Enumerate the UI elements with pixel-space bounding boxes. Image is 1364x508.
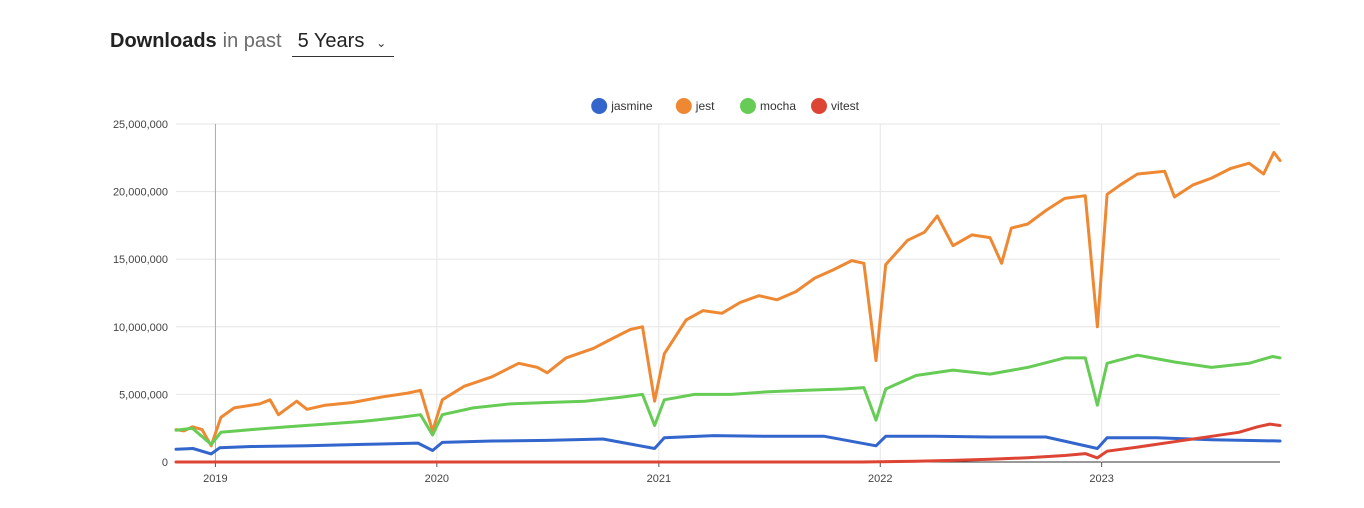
- legend-swatch: [740, 98, 756, 114]
- legend-item-jasmine[interactable]: jasmine: [591, 98, 653, 114]
- chart-grid: [176, 123, 1280, 463]
- y-tick-label: 10,000,000: [113, 322, 168, 334]
- period-select-value: 5 Years: [297, 30, 365, 52]
- chart-series: [174, 150, 1282, 464]
- series-line-jasmine: [174, 434, 1282, 456]
- y-tick-label: 25,000,000: [113, 119, 168, 131]
- downloads-title: Downloads: [110, 30, 217, 52]
- chart-legend: jasmine jest mocha vitest: [591, 98, 860, 114]
- series-line-vitest: [174, 422, 1282, 464]
- x-tick-label: 2020: [425, 473, 449, 485]
- x-tick-label: 2022: [868, 473, 892, 485]
- series-line-jest: [174, 150, 1282, 448]
- legend-label: vitest: [831, 99, 860, 113]
- legend-swatch: [675, 98, 692, 114]
- x-tick-label: 2023: [1089, 473, 1113, 485]
- y-tick-label: 0: [162, 457, 168, 469]
- legend-label: jest: [695, 99, 715, 113]
- legend-item-mocha[interactable]: mocha: [740, 98, 796, 114]
- downloads-header: Downloads in past 5 Years ⌄: [110, 30, 395, 62]
- x-tick-label: 2021: [647, 473, 671, 485]
- series-line-mocha: [174, 353, 1282, 446]
- legend-swatch: [811, 98, 827, 114]
- y-tick-label: 5,000,000: [119, 389, 168, 401]
- y-tick-label: 15,000,000: [113, 254, 168, 266]
- y-tick-label: 20,000,000: [113, 187, 168, 199]
- chevron-down-icon: ⌄: [376, 36, 387, 50]
- legend-label: jasmine: [610, 99, 653, 113]
- period-select[interactable]: 5 Years ⌄: [291, 30, 395, 57]
- in-past-label: in past: [222, 30, 282, 52]
- chart-axes: 0 5,000,000 10,000,000 15,000,000 20,000,000…: [113, 119, 1114, 485]
- legend-swatch: [591, 98, 608, 114]
- legend-item-jest[interactable]: jest: [675, 98, 715, 114]
- x-tick-label: 2019: [203, 473, 227, 485]
- legend-item-vitest[interactable]: vitest: [811, 98, 860, 114]
- legend-label: mocha: [760, 99, 796, 113]
